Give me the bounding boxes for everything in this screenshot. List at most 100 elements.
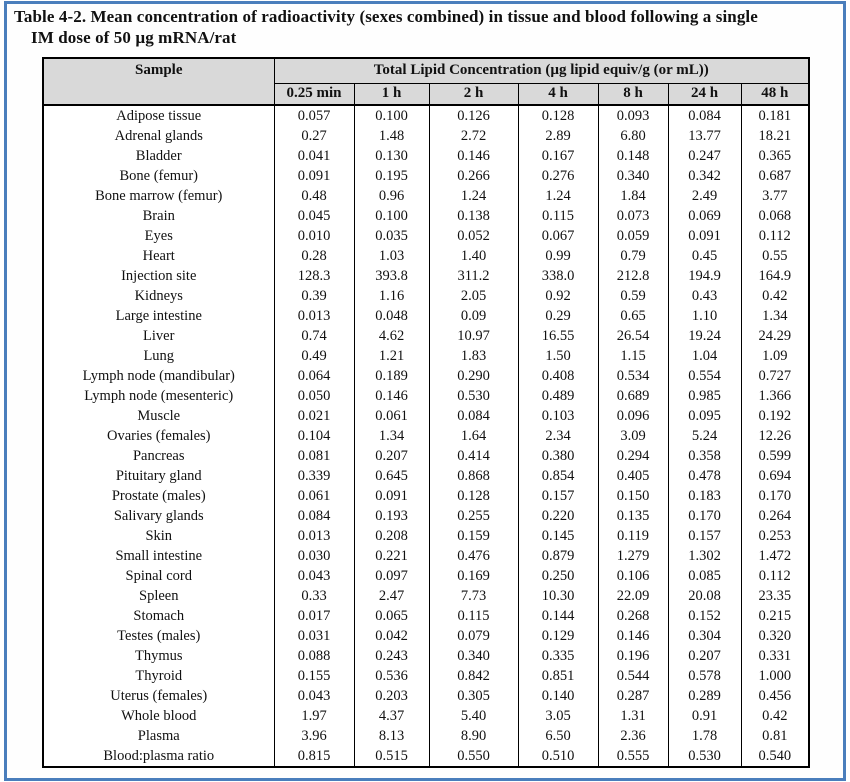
value-cell: 0.854	[517, 466, 599, 486]
value-cell: 0.207	[667, 646, 742, 666]
sample-name-cell: Lymph node (mesenteric)	[42, 386, 275, 406]
value-cell: 0.061	[353, 406, 430, 426]
sample-name-cell: Ovaries (females)	[42, 426, 275, 446]
value-cell: 0.057	[273, 105, 355, 126]
value-cell: 0.013	[273, 526, 355, 546]
value-cell: 0.138	[428, 206, 519, 226]
value-cell: 128.3	[273, 266, 355, 286]
table-row: Liver 0.74 4.62 10.97 16.55 26.54 19.24 24.29	[42, 326, 810, 346]
value-cell: 212.8	[597, 266, 669, 286]
sample-name-cell: Spinal cord	[42, 566, 275, 586]
value-cell: 0.414	[428, 446, 519, 466]
value-cell: 0.183	[667, 486, 742, 506]
value-cell: 0.331	[740, 646, 810, 666]
value-cell: 0.152	[667, 606, 742, 626]
value-cell: 0.042	[353, 626, 430, 646]
value-cell: 0.035	[353, 226, 430, 246]
value-cell: 1.84	[597, 186, 669, 206]
value-cell: 0.92	[517, 286, 599, 306]
value-cell: 3.77	[740, 186, 810, 206]
value-cell: 0.045	[273, 206, 355, 226]
sample-name-cell: Adipose tissue	[42, 105, 275, 126]
value-cell: 0.170	[667, 506, 742, 526]
value-cell: 0.276	[517, 166, 599, 186]
value-cell: 0.599	[740, 446, 810, 466]
value-cell: 0.067	[517, 226, 599, 246]
value-cell: 0.478	[667, 466, 742, 486]
value-cell: 0.74	[273, 326, 355, 346]
value-cell: 0.289	[667, 686, 742, 706]
table-row: Thymus 0.088 0.243 0.340 0.335 0.196 0.207 0.33…	[42, 646, 810, 666]
table-row: Prostate (males) 0.061 0.091 0.128 0.157 0.15…	[42, 486, 810, 506]
table-row: Injection site 128.3 393.8 311.2 338.0 212.8 1…	[42, 266, 810, 286]
value-cell: 0.085	[667, 566, 742, 586]
value-cell: 0.33	[273, 586, 355, 606]
value-cell: 0.093	[597, 105, 669, 126]
value-cell: 0.879	[517, 546, 599, 566]
value-cell: 0.159	[428, 526, 519, 546]
table-row: Bone (femur) 0.091 0.195 0.266 0.276 0.340 0.3…	[42, 166, 810, 186]
value-cell: 0.130	[353, 146, 430, 166]
table-row: Eyes 0.010 0.035 0.052 0.067 0.059 0.091 0.112	[42, 226, 810, 246]
value-cell: 0.578	[667, 666, 742, 686]
value-cell: 0.048	[353, 306, 430, 326]
value-cell: 0.687	[740, 166, 810, 186]
value-cell: 0.157	[517, 486, 599, 506]
sample-name-cell: Brain	[42, 206, 275, 226]
sample-name-cell: Adrenal glands	[42, 126, 275, 146]
sample-name-cell: Salivary glands	[42, 506, 275, 526]
value-cell: 0.126	[428, 105, 519, 126]
sample-name-cell: Stomach	[42, 606, 275, 626]
value-cell: 0.069	[667, 206, 742, 226]
value-cell: 0.96	[353, 186, 430, 206]
value-cell: 0.39	[273, 286, 355, 306]
value-cell: 1.24	[517, 186, 599, 206]
value-cell: 0.135	[597, 506, 669, 526]
column-header-timepoint-3: 4 h	[517, 82, 599, 106]
value-cell: 13.77	[667, 126, 742, 146]
value-cell: 0.192	[740, 406, 810, 426]
table-row: Salivary glands 0.084 0.193 0.255 0.220 0.135…	[42, 506, 810, 526]
value-cell: 0.65	[597, 306, 669, 326]
value-cell: 0.196	[597, 646, 669, 666]
value-cell: 1.34	[740, 306, 810, 326]
sample-name-cell: Thymus	[42, 646, 275, 666]
value-cell: 0.268	[597, 606, 669, 626]
value-cell: 3.05	[517, 706, 599, 726]
table-row: Adipose tissue 0.057 0.100 0.126 0.128 0.093 0…	[42, 105, 810, 126]
value-cell: 6.50	[517, 726, 599, 746]
value-cell: 0.095	[667, 406, 742, 426]
table-row: Plasma 3.96 8.13 8.90 6.50 2.36 1.78 0.81	[42, 726, 810, 746]
value-cell: 0.043	[273, 686, 355, 706]
value-cell: 0.061	[273, 486, 355, 506]
value-cell: 0.320	[740, 626, 810, 646]
sample-name-cell: Testes (males)	[42, 626, 275, 646]
value-cell: 0.104	[273, 426, 355, 446]
value-cell: 311.2	[428, 266, 519, 286]
value-cell: 0.010	[273, 226, 355, 246]
value-cell: 1.31	[597, 706, 669, 726]
sample-name-cell: Lymph node (mandibular)	[42, 366, 275, 386]
value-cell: 2.36	[597, 726, 669, 746]
table-row: Ovaries (females) 0.104 1.34 1.64 2.34 3.09 5.…	[42, 426, 810, 446]
value-cell: 1.10	[667, 306, 742, 326]
value-cell: 20.08	[667, 586, 742, 606]
value-cell: 0.112	[740, 226, 810, 246]
column-header-sample: Sample	[42, 57, 275, 106]
table-row: Muscle 0.021 0.061 0.084 0.103 0.096 0.095 0.19…	[42, 406, 810, 426]
value-cell: 0.09	[428, 306, 519, 326]
value-cell: 0.084	[667, 105, 742, 126]
value-cell: 0.167	[517, 146, 599, 166]
table-row: Bladder 0.041 0.130 0.146 0.167 0.148 0.247 0.3…	[42, 146, 810, 166]
value-cell: 0.530	[667, 746, 742, 767]
table-row: Testes (males) 0.031 0.042 0.079 0.129 0.146 0…	[42, 626, 810, 646]
value-cell: 8.90	[428, 726, 519, 746]
value-cell: 24.29	[740, 326, 810, 346]
value-cell: 0.408	[517, 366, 599, 386]
value-cell: 0.128	[428, 486, 519, 506]
value-cell: 0.208	[353, 526, 430, 546]
value-cell: 2.89	[517, 126, 599, 146]
value-cell: 0.335	[517, 646, 599, 666]
value-cell: 0.358	[667, 446, 742, 466]
